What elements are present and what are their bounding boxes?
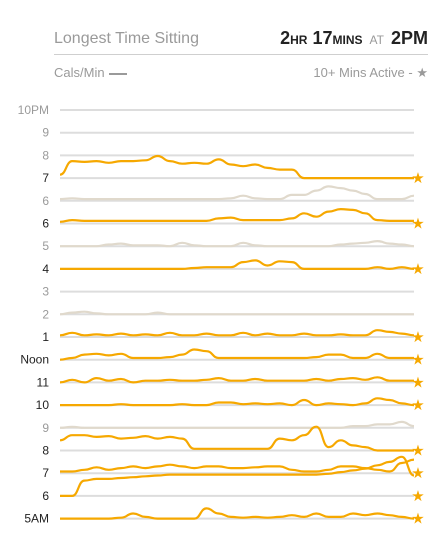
series-line xyxy=(60,260,414,269)
active-star-icon: ★ xyxy=(411,397,424,414)
active-star-icon: ★ xyxy=(411,170,424,187)
active-star-icon: ★ xyxy=(411,443,424,460)
row-label: 9 xyxy=(42,126,49,140)
series-line xyxy=(60,350,414,360)
active-star-icon: ★ xyxy=(411,374,424,391)
series-line xyxy=(60,156,414,178)
series-line xyxy=(60,398,414,405)
series-line xyxy=(60,312,414,315)
series-line xyxy=(60,427,414,451)
row-label: 2 xyxy=(42,307,49,321)
row-label: 7 xyxy=(42,171,49,185)
row-label: 1 xyxy=(42,330,49,344)
row-label: 11 xyxy=(37,375,50,389)
series-line xyxy=(60,422,414,428)
series-line xyxy=(60,186,414,199)
row-label: 3 xyxy=(42,285,49,299)
series-line xyxy=(60,209,414,222)
active-star-icon: ★ xyxy=(411,488,424,505)
active-star-icon: ★ xyxy=(411,352,424,369)
row-label: 6 xyxy=(42,489,49,503)
row-label: 7 xyxy=(42,466,49,480)
row-label: 6 xyxy=(42,194,49,208)
row-label: 4 xyxy=(42,262,49,276)
row-label: 8 xyxy=(42,148,49,162)
series-line xyxy=(60,457,414,496)
row-label: Noon xyxy=(20,353,49,367)
row-label: 10PM xyxy=(18,103,49,117)
row-label: 6 xyxy=(42,217,49,231)
active-star-icon: ★ xyxy=(411,465,424,482)
active-star-icon: ★ xyxy=(411,261,424,278)
active-star-icon: ★ xyxy=(411,216,424,233)
active-star-icon: ★ xyxy=(411,329,424,346)
row-label: 5 xyxy=(42,239,49,253)
row-label: 10 xyxy=(36,398,50,412)
series-line xyxy=(60,508,414,518)
series-line xyxy=(60,330,414,335)
row-label: 5AM xyxy=(24,512,49,526)
row-label: 8 xyxy=(42,444,49,458)
row-label: 9 xyxy=(42,421,49,435)
active-star-icon: ★ xyxy=(411,511,424,528)
